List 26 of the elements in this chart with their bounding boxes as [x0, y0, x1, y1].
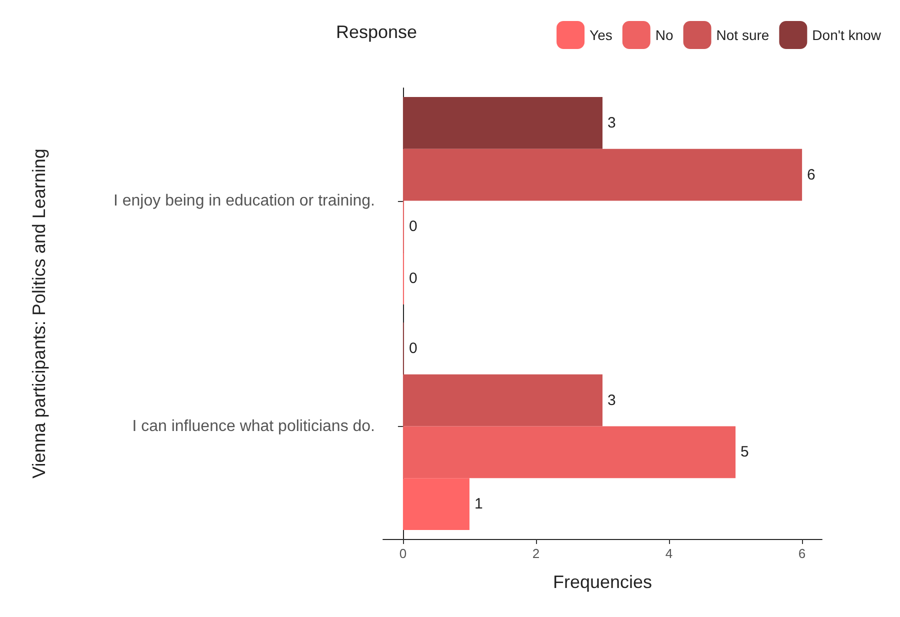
bar	[402, 374, 602, 426]
bar	[402, 478, 470, 530]
data-label: 6	[807, 166, 816, 184]
x-tick-label: 6	[798, 546, 806, 561]
bar	[402, 97, 602, 149]
data-label: 5	[740, 444, 749, 461]
x-axis-title: Frequencies	[552, 572, 652, 592]
data-label: 0	[408, 270, 418, 288]
y-tick-label: I enjoy being in education or training.	[113, 192, 375, 210]
legend-label: Not sure	[716, 27, 770, 43]
y-axis-title: Vienna participants: Politics and Learning	[29, 148, 49, 478]
legend-title: Response	[336, 22, 418, 42]
legend-label: No	[655, 27, 674, 43]
data-label: 0	[408, 340, 418, 357]
legend-label: Don't know	[812, 27, 882, 43]
x-tick-label: 2	[532, 546, 540, 561]
bar	[402, 148, 802, 201]
data-label: 1	[474, 496, 483, 513]
bar	[402, 426, 736, 478]
legend-label: Yes	[590, 27, 612, 43]
y-tick-label: I can influence what politicians do.	[132, 418, 375, 435]
data-label: 3	[608, 114, 616, 132]
x-tick-label: 0	[399, 546, 407, 561]
x-tick-label: 4	[665, 546, 673, 561]
data-label: 0	[408, 218, 418, 236]
data-label: 3	[608, 392, 616, 409]
